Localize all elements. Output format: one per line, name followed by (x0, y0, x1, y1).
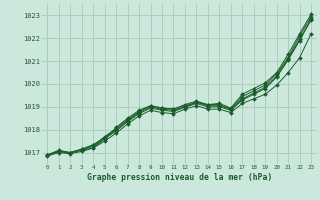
X-axis label: Graphe pression niveau de la mer (hPa): Graphe pression niveau de la mer (hPa) (87, 173, 272, 182)
